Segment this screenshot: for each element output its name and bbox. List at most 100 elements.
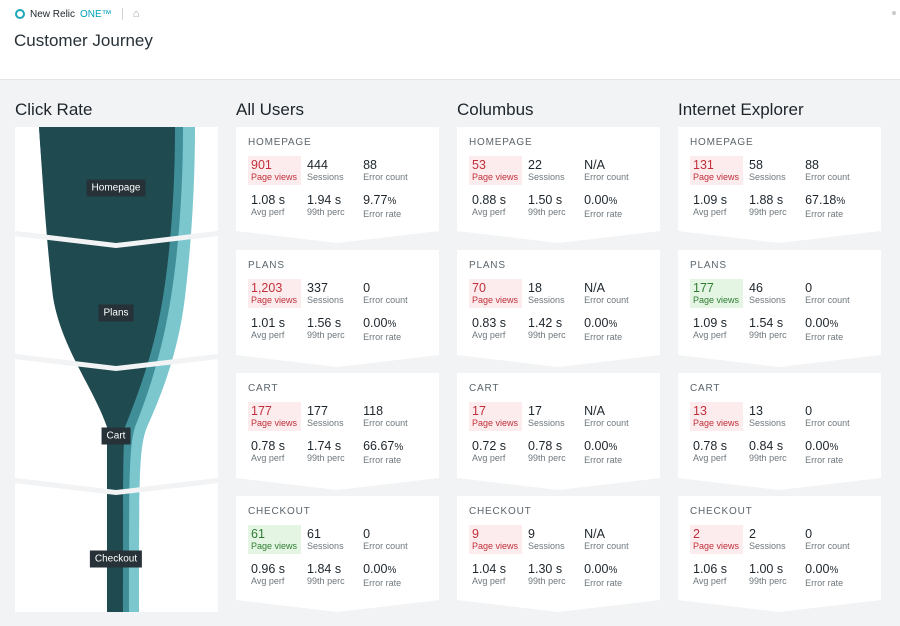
brand-suffix: ONE™ xyxy=(80,8,112,20)
perc99-metric: 1.50 s 99th perc xyxy=(525,191,578,222)
card-body: CART 13 Page views 13 Sessions 0 Error count 0.… xyxy=(678,373,881,478)
perc99-metric: 1.30 s 99th perc xyxy=(525,560,578,591)
stage-card-columbus-homepage[interactable]: HOMEPAGE 53 Page views 22 Sessions N/A Error c… xyxy=(457,127,660,243)
metric-row-top: 177 Page views 177 Sessions 118 Error count xyxy=(248,402,427,431)
perc99-label: 99th perc xyxy=(749,330,787,340)
metric-row-top: 17 Page views 17 Sessions N/A Error count xyxy=(469,402,648,431)
error-count-metric: 118 Error count xyxy=(360,402,424,431)
avg-perf-value: 0.72 s xyxy=(472,439,507,453)
funnel-label-homepage[interactable]: Homepage xyxy=(86,179,146,197)
metric-row-bottom: 1.08 s Avg perf 1.94 s 99th perc 9.77% Error … xyxy=(248,191,427,222)
error-rate-unit: % xyxy=(608,319,618,330)
perc99-value: 1.50 s xyxy=(528,193,563,207)
error-count-label: Error count xyxy=(584,295,629,305)
error-count-label: Error count xyxy=(584,418,629,428)
error-rate-unit: % xyxy=(829,565,839,576)
avg-perf-metric: 1.04 s Avg perf xyxy=(469,560,522,591)
stage-card-all-users-homepage[interactable]: HOMEPAGE 901 Page views 444 Sessions 88 Error … xyxy=(236,127,439,243)
stage-name: CART xyxy=(469,383,500,394)
page-views-value: 177 xyxy=(693,281,714,295)
page-views-value: 61 xyxy=(251,527,265,541)
perc99-label: 99th perc xyxy=(749,207,787,217)
page-views-label: Page views xyxy=(251,418,298,428)
error-count-metric: 0 Error count xyxy=(360,279,424,308)
stage-card-columbus-plans[interactable]: PLANS 70 Page views 18 Sessions N/A Error coun… xyxy=(457,250,660,367)
stage-name: CHECKOUT xyxy=(469,506,532,517)
avg-perf-value: 1.08 s xyxy=(251,193,286,207)
perc99-label: 99th perc xyxy=(749,576,787,586)
stage-name: HOMEPAGE xyxy=(248,137,312,148)
perc99-value: 1.74 s xyxy=(307,439,342,453)
error-rate-metric: 0.00% Error rate xyxy=(581,560,645,591)
stage-card-internet-explorer-cart[interactable]: CART 13 Page views 13 Sessions 0 Error count 0.… xyxy=(678,373,881,490)
stage-card-internet-explorer-plans[interactable]: PLANS 177 Page views 46 Sessions 0 Error count… xyxy=(678,250,881,367)
stage-card-all-users-cart[interactable]: CART 177 Page views 177 Sessions 118 Error cou… xyxy=(236,373,439,490)
page-views-value: 13 xyxy=(693,404,707,418)
avg-perf-value: 1.09 s xyxy=(693,316,728,330)
avg-perf-value: 1.01 s xyxy=(251,316,286,330)
error-rate-value: 66.67 xyxy=(363,439,395,453)
sessions-value: 18 xyxy=(528,281,542,295)
funnel-label-checkout[interactable]: Checkout xyxy=(89,550,143,568)
stage-card-internet-explorer-homepage[interactable]: HOMEPAGE 131 Page views 58 Sessions 88 Error c… xyxy=(678,127,881,243)
error-count-label: Error count xyxy=(805,172,850,182)
error-count-label: Error count xyxy=(363,172,408,182)
error-rate-value: 0.00 xyxy=(805,562,830,576)
sessions-metric: 46 Sessions xyxy=(746,279,799,308)
sessions-label: Sessions xyxy=(528,172,565,182)
sessions-value: 58 xyxy=(749,158,763,172)
page-views-metric: 177 Page views xyxy=(690,279,744,308)
card-body: PLANS 70 Page views 18 Sessions N/A Error coun… xyxy=(457,250,660,355)
metric-row-top: 131 Page views 58 Sessions 88 Error count xyxy=(690,156,869,185)
metric-row-top: 1,203 Page views 337 Sessions 0 Error count xyxy=(248,279,427,308)
avg-perf-metric: 0.72 s Avg perf xyxy=(469,437,522,468)
error-count-label: Error count xyxy=(584,172,629,182)
perc99-label: 99th perc xyxy=(528,576,566,586)
page-views-metric: 901 Page views xyxy=(248,156,302,185)
card-chevron xyxy=(678,355,881,367)
more-icon[interactable] xyxy=(892,11,896,15)
sessions-metric: 18 Sessions xyxy=(525,279,578,308)
perc99-label: 99th perc xyxy=(749,453,787,463)
sessions-label: Sessions xyxy=(749,541,786,551)
page-views-label: Page views xyxy=(693,541,740,551)
metric-row-top: 53 Page views 22 Sessions N/A Error count xyxy=(469,156,648,185)
error-count-value: N/A xyxy=(584,281,605,295)
sessions-value: 337 xyxy=(307,281,328,295)
page-views-metric: 70 Page views xyxy=(469,279,523,308)
stage-name: CHECKOUT xyxy=(248,506,311,517)
error-rate-display: 0.00% xyxy=(584,193,642,209)
error-rate-metric: 67.18% Error rate xyxy=(802,191,866,222)
card-chevron xyxy=(678,231,881,243)
brand[interactable]: New Relic ONE™ ⌂ xyxy=(15,8,139,20)
stage-card-columbus-checkout[interactable]: CHECKOUT 9 Page views 9 Sessions N/A Error cou… xyxy=(457,496,660,612)
sessions-value: 13 xyxy=(749,404,763,418)
sessions-value: 46 xyxy=(749,281,763,295)
stage-card-internet-explorer-checkout[interactable]: CHECKOUT 2 Page views 2 Sessions 0 Error count… xyxy=(678,496,881,612)
card-chevron xyxy=(236,478,439,490)
funnel-label-plans[interactable]: Plans xyxy=(98,304,134,322)
error-rate-label: Error rate xyxy=(805,209,844,219)
stage-card-all-users-plans[interactable]: PLANS 1,203 Page views 337 Sessions 0 Error co… xyxy=(236,250,439,367)
error-count-value: 0 xyxy=(805,404,813,418)
sessions-value: 9 xyxy=(528,527,535,541)
stage-card-all-users-checkout[interactable]: CHECKOUT 61 Page views 61 Sessions 0 Error cou… xyxy=(236,496,439,612)
error-rate-value: 0.00 xyxy=(363,562,388,576)
stage-name: HOMEPAGE xyxy=(690,137,754,148)
page-views-value: 2 xyxy=(693,527,700,541)
page-views-value: 53 xyxy=(472,158,486,172)
error-count-value: 88 xyxy=(363,158,377,172)
sessions-metric: 61 Sessions xyxy=(304,525,357,554)
stage-card-columbus-cart[interactable]: CART 17 Page views 17 Sessions N/A Error count… xyxy=(457,373,660,490)
perc99-value: 1.88 s xyxy=(749,193,784,207)
home-icon[interactable]: ⌂ xyxy=(132,8,140,20)
funnel-label-cart[interactable]: Cart xyxy=(101,427,131,445)
error-rate-label: Error rate xyxy=(584,455,623,465)
error-rate-label: Error rate xyxy=(805,578,844,588)
metric-row-top: 70 Page views 18 Sessions N/A Error count xyxy=(469,279,648,308)
avg-perf-metric: 0.78 s Avg perf xyxy=(690,437,743,468)
error-rate-display: 0.00% xyxy=(584,562,642,578)
error-rate-value: 0.00 xyxy=(584,439,609,453)
error-rate-value: 0.00 xyxy=(363,316,388,330)
error-count-label: Error count xyxy=(363,295,408,305)
